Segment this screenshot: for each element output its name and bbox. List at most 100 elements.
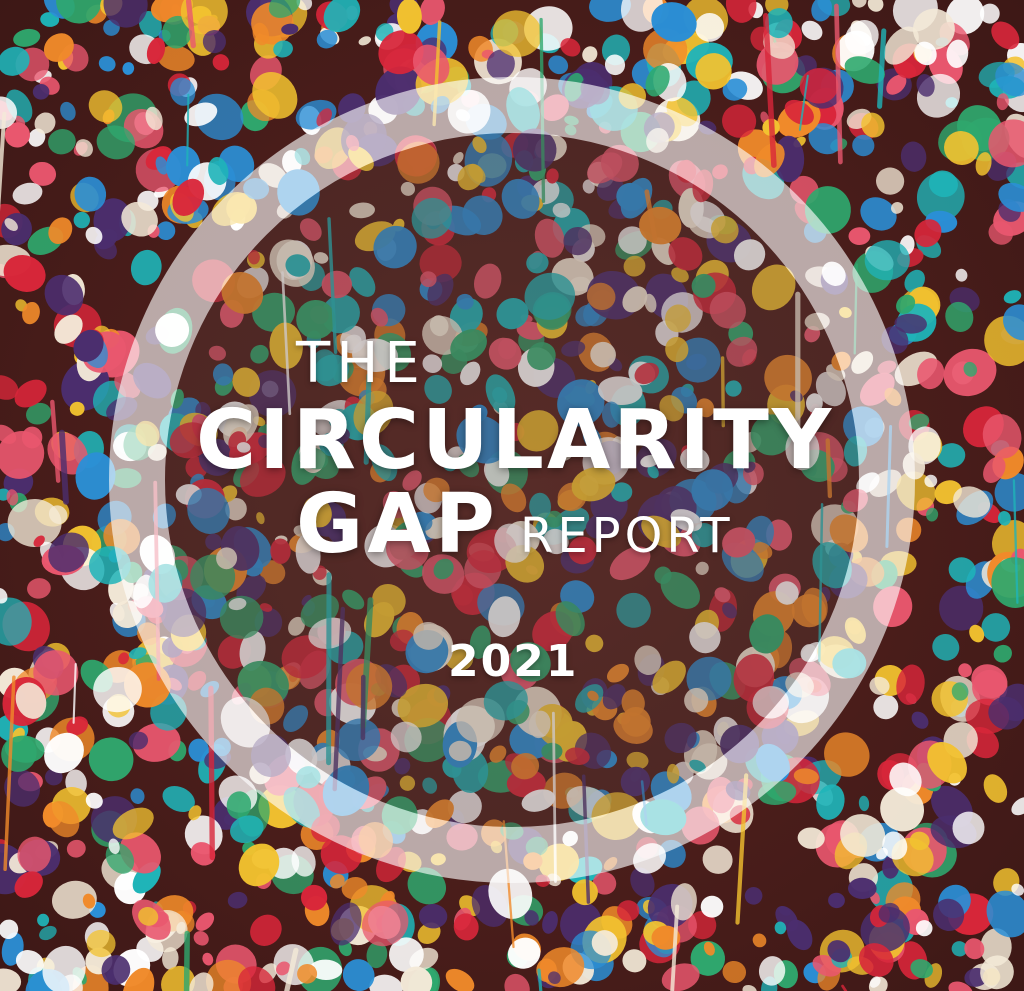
gum-blob bbox=[157, 45, 195, 72]
gum-blob bbox=[316, 29, 338, 49]
gum-blob bbox=[750, 414, 793, 456]
gum-blob bbox=[945, 301, 974, 332]
gum-blob bbox=[524, 910, 539, 926]
gum-blob bbox=[725, 380, 742, 397]
gum-blob bbox=[66, 839, 86, 858]
gum-blob bbox=[396, 0, 422, 34]
gum-blob bbox=[542, 911, 558, 934]
gum-blob bbox=[801, 20, 823, 41]
title-the: THE bbox=[296, 331, 426, 396]
gum-blob bbox=[504, 973, 530, 991]
gum-blob bbox=[529, 492, 552, 521]
gum-blob bbox=[370, 307, 389, 327]
gum-blob bbox=[733, 239, 766, 271]
gum-blob bbox=[587, 152, 623, 184]
gum-blob bbox=[618, 226, 647, 255]
gum-drip bbox=[720, 356, 725, 428]
gum-blob bbox=[227, 891, 248, 909]
gum-blob bbox=[309, 959, 343, 981]
gum-blob bbox=[691, 469, 733, 511]
gum-blob bbox=[980, 928, 1012, 966]
gum-blob bbox=[14, 379, 47, 408]
gum-blob bbox=[85, 792, 103, 809]
gum-blob bbox=[281, 23, 299, 35]
gum-blob bbox=[285, 254, 311, 277]
gum-blob bbox=[988, 119, 1024, 168]
gum-blob bbox=[644, 293, 657, 313]
gum-blob bbox=[385, 528, 429, 570]
gum-blob bbox=[101, 955, 131, 985]
gum-blob bbox=[453, 152, 464, 164]
gum-blob bbox=[591, 930, 618, 956]
gum-blob bbox=[121, 201, 158, 237]
gum-blob bbox=[611, 482, 633, 502]
gum-blob bbox=[824, 732, 870, 777]
gum-blob bbox=[654, 566, 672, 585]
gum-blob bbox=[622, 286, 648, 313]
white-ring bbox=[109, 77, 915, 883]
gum-blob bbox=[864, 240, 910, 281]
gum-blob bbox=[188, 805, 202, 821]
gum-blob bbox=[488, 337, 522, 370]
gum-blob bbox=[3, 255, 46, 292]
gum-blob bbox=[288, 616, 305, 636]
gum-blob bbox=[993, 644, 1012, 663]
gum-blob bbox=[722, 104, 757, 138]
gum-blob bbox=[621, 689, 645, 717]
gum-blob bbox=[48, 217, 73, 245]
gum-blob bbox=[496, 297, 529, 330]
gum-blob bbox=[702, 845, 733, 874]
gum-blob bbox=[324, 513, 355, 548]
gum-blob bbox=[778, 906, 791, 916]
gum-blob bbox=[457, 163, 484, 191]
gum-blob bbox=[486, 49, 515, 80]
gum-drip bbox=[1012, 479, 1019, 604]
gum-blob bbox=[634, 645, 662, 675]
gum-blob bbox=[983, 456, 1006, 483]
gum-blob bbox=[212, 54, 230, 71]
gum-drip bbox=[50, 399, 61, 483]
gum-blob bbox=[900, 141, 927, 172]
gum-blob bbox=[507, 937, 541, 969]
gum-blob bbox=[546, 168, 559, 184]
gum-blob bbox=[827, 940, 851, 963]
gum-blob bbox=[589, 0, 631, 22]
gum-blob bbox=[323, 0, 361, 33]
gum-blob bbox=[189, 972, 214, 991]
gum-blob bbox=[878, 902, 900, 923]
gum-blob bbox=[971, 664, 1008, 698]
gum-drip bbox=[183, 930, 190, 991]
center-shade bbox=[165, 133, 859, 827]
gum-blob bbox=[239, 457, 286, 497]
gum-blob bbox=[313, 252, 329, 264]
gum-drip bbox=[186, 93, 190, 167]
gum-blob bbox=[378, 30, 424, 75]
gum-blob bbox=[958, 663, 972, 678]
gum-blob bbox=[256, 512, 265, 525]
gum-blob bbox=[604, 54, 626, 76]
gum-blob bbox=[793, 768, 819, 785]
gum-blob bbox=[696, 398, 715, 418]
gum-blob bbox=[869, 676, 890, 695]
gum-blob bbox=[73, 329, 104, 362]
gum-blob bbox=[15, 950, 44, 975]
gum-blob bbox=[786, 919, 813, 951]
gum-blob bbox=[996, 93, 1009, 111]
gum-blob bbox=[103, 0, 148, 28]
gum-blob bbox=[291, 846, 316, 877]
gum-blob bbox=[118, 652, 129, 665]
gum-blob bbox=[12, 182, 43, 205]
gum-blob bbox=[146, 37, 166, 64]
outer-ring bbox=[109, 77, 915, 883]
gum-blob bbox=[492, 387, 508, 403]
gum-blob bbox=[301, 884, 328, 911]
gum-blob bbox=[811, 0, 833, 22]
gum-blob bbox=[511, 752, 540, 780]
gum-blob bbox=[541, 742, 563, 761]
gum-blob bbox=[75, 139, 93, 157]
gum-blob bbox=[916, 74, 935, 97]
gum-blob bbox=[869, 976, 881, 988]
gum-blob bbox=[112, 807, 154, 840]
gum-blob bbox=[73, 211, 91, 229]
gum-blob bbox=[700, 895, 724, 918]
